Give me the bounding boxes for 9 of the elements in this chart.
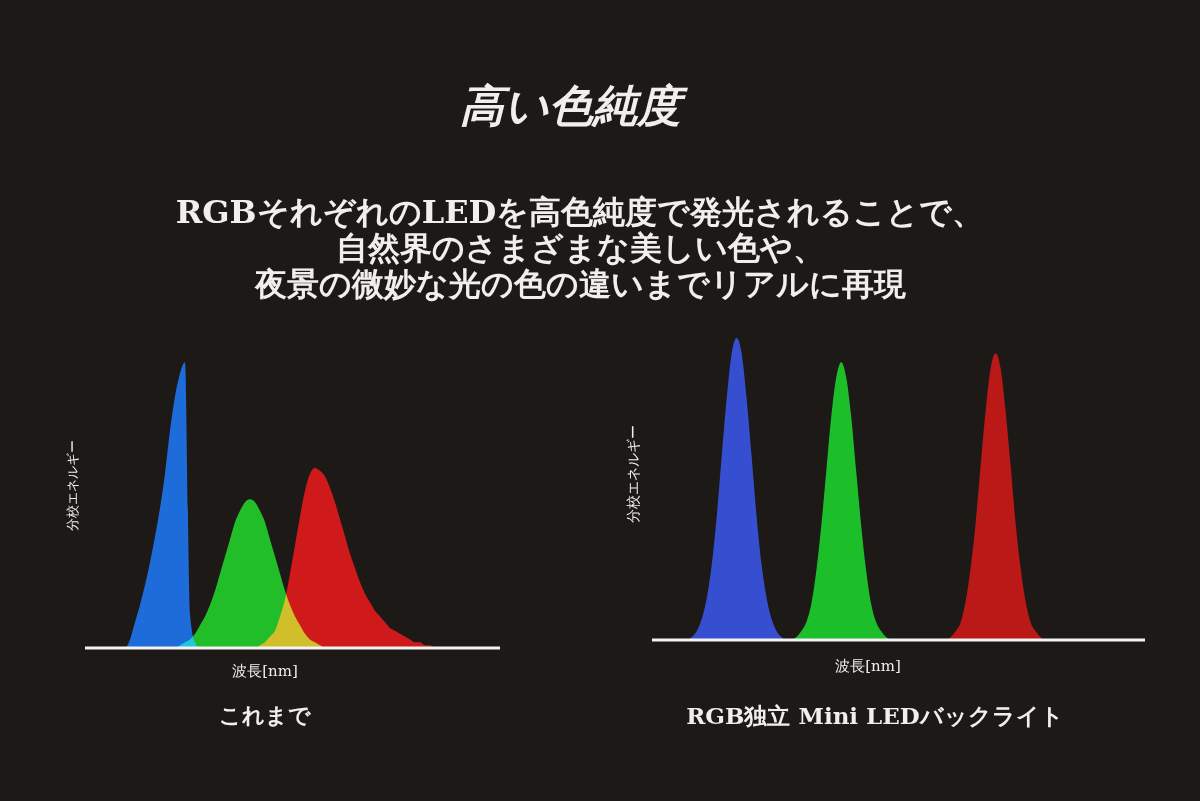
text: 自然界のさまざまな美しい色や、 (335, 229, 825, 267)
y-axis-title: 分校エネルギー (625, 425, 642, 523)
y-axis-title: 分校エネルギー (64, 439, 81, 531)
text: 夜景の微妙な光の色の違いまでリアルに再現 (254, 265, 906, 303)
x-axis-title: 波長[nm] (835, 657, 901, 676)
text: RGBそれぞれのLEDを高色純度で発光されることで、 (175, 193, 985, 231)
text: これまで (219, 701, 311, 730)
x-axis-title: 波長[nm] (232, 662, 298, 681)
text: RGB独立 Mini LEDバックライト (686, 701, 1064, 731)
